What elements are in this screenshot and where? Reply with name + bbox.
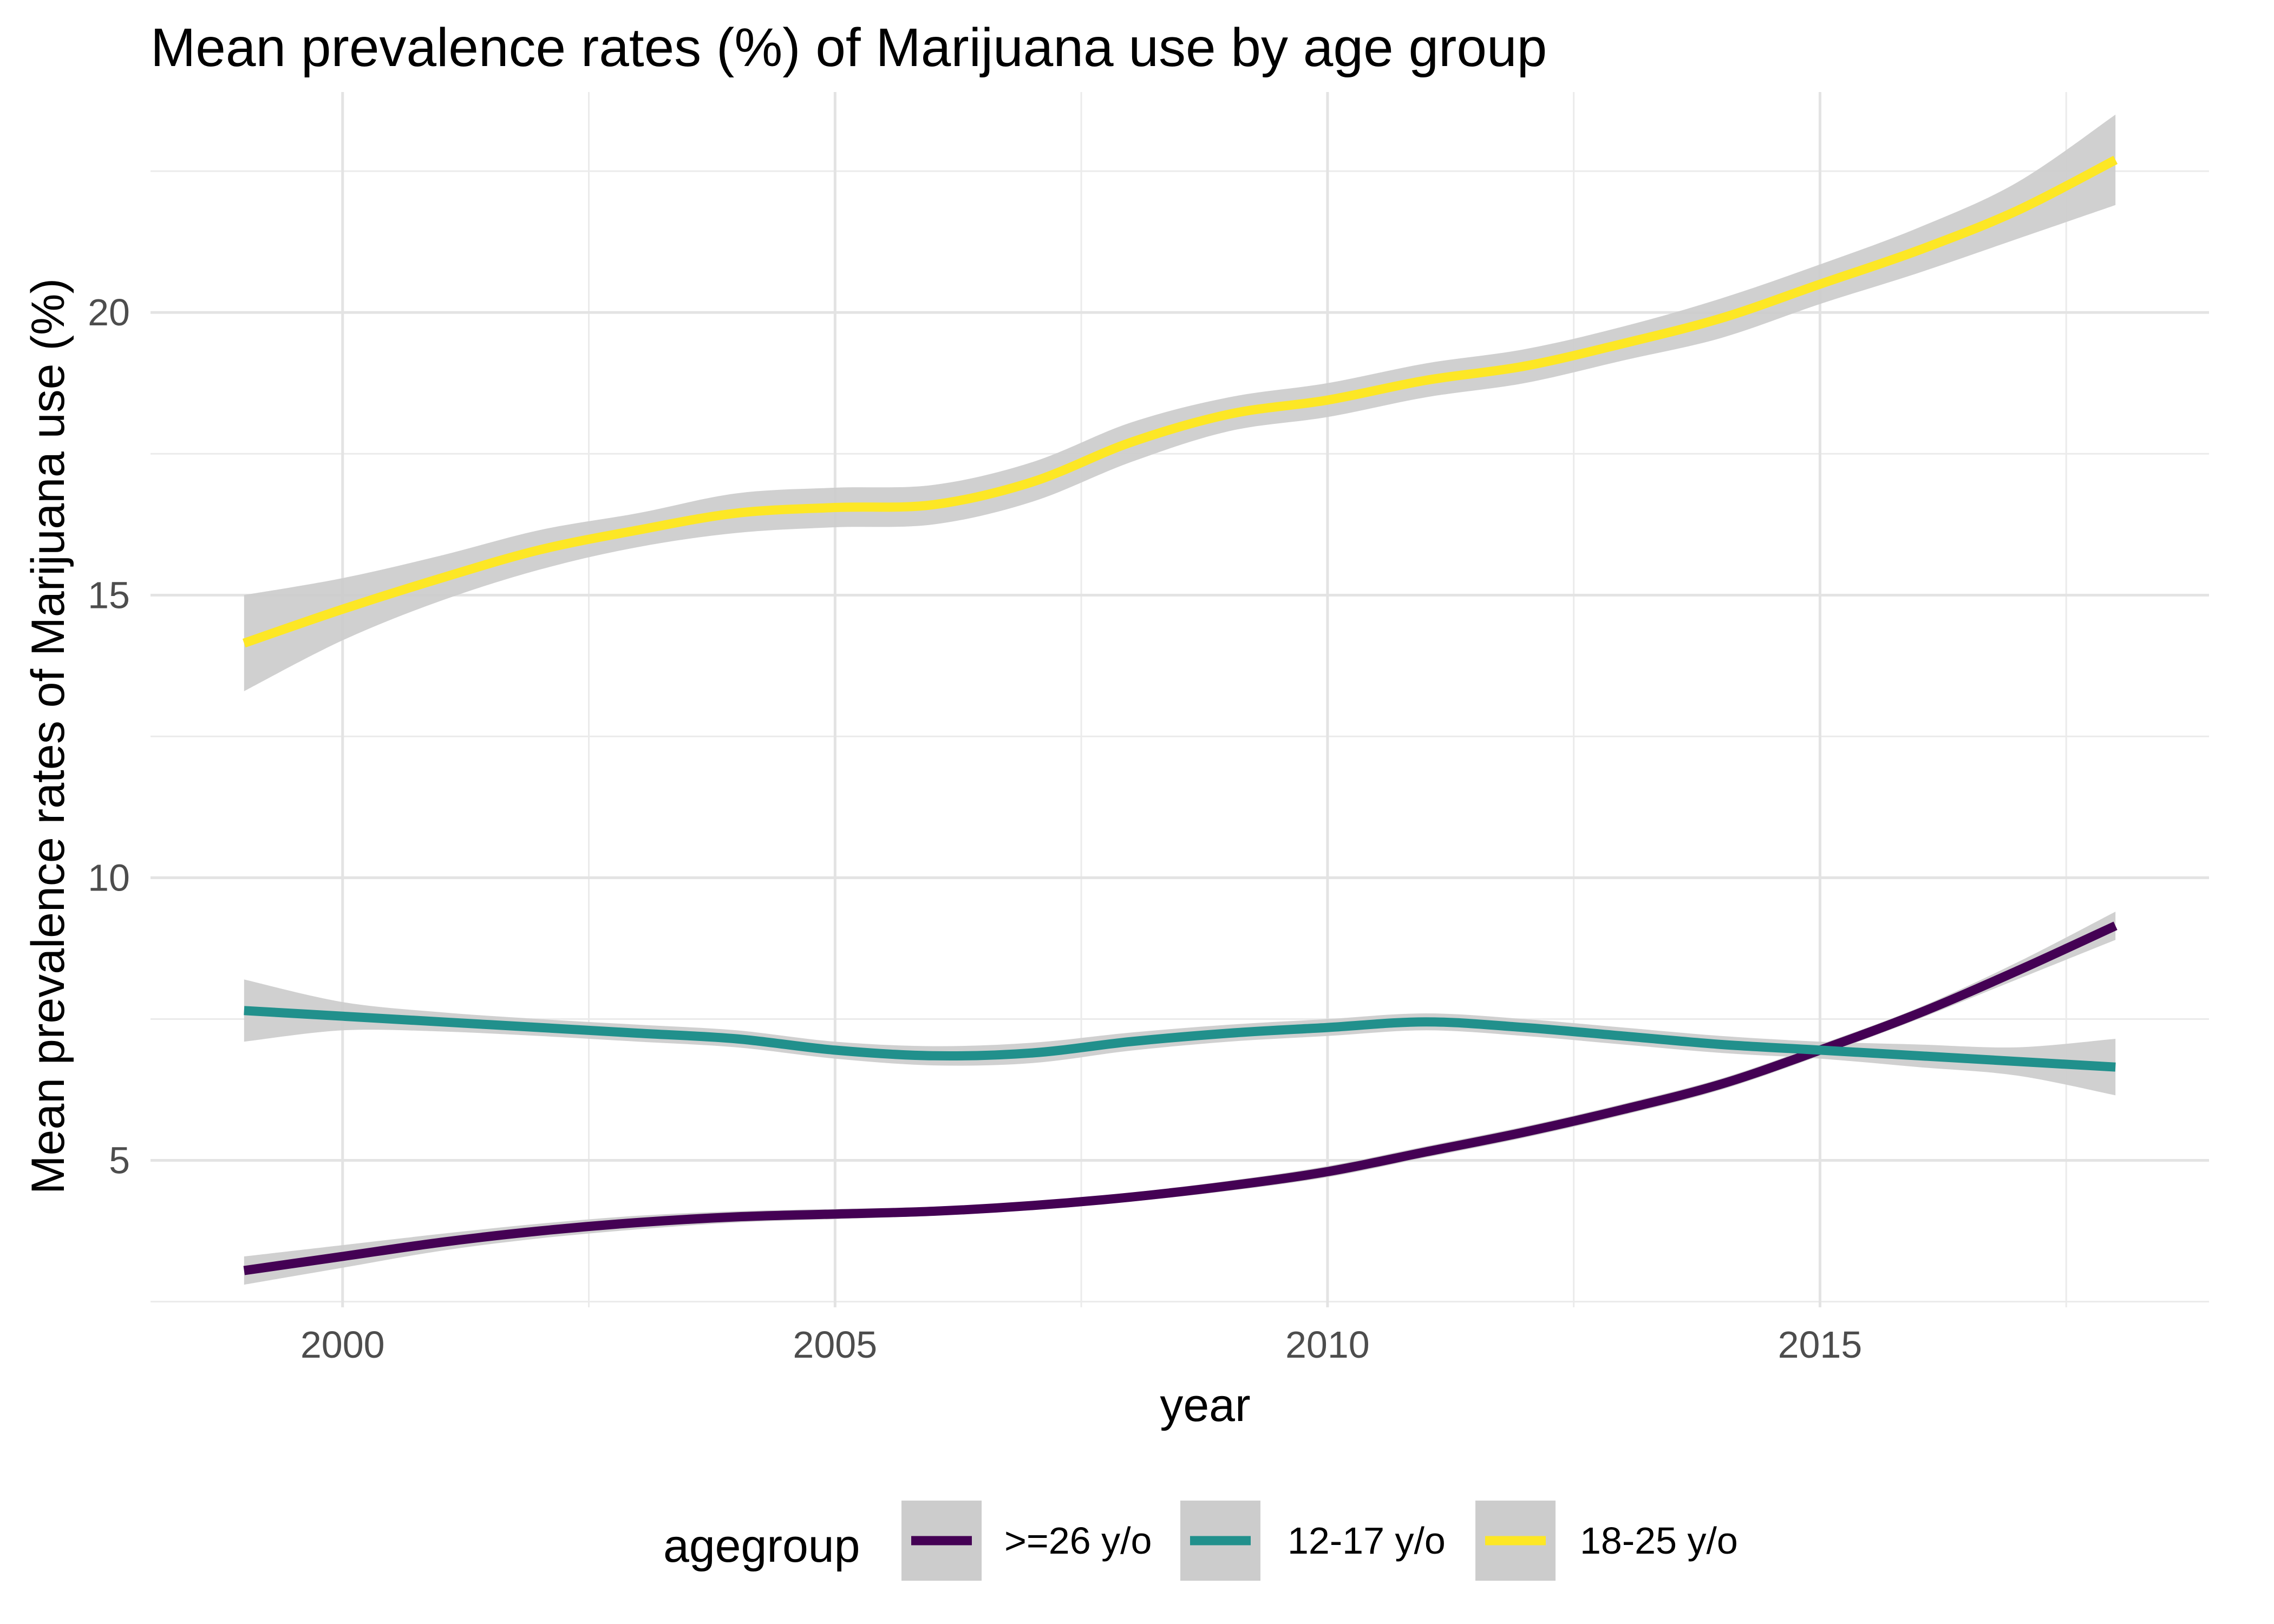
series-lines <box>243 155 2118 1275</box>
legend-label: 18-25 y/o <box>1580 1520 1738 1562</box>
y-tick-label: 10 <box>88 856 130 899</box>
legend-title: agegroup <box>663 1520 860 1572</box>
series-line-2 <box>243 155 2118 648</box>
legend-item: 18-25 y/o <box>1475 1501 1738 1581</box>
plot-area <box>151 92 2209 1307</box>
x-tick-label: 2005 <box>793 1324 877 1366</box>
confidence-bands <box>244 114 2116 1285</box>
legend-label: 12-17 y/o <box>1288 1520 1446 1562</box>
y-axis-title: Mean prevalence rates of Marijuana use (… <box>22 278 74 1194</box>
chart-title: Mean prevalence rates (%) of Marijuana u… <box>151 17 1547 78</box>
legend-items: >=26 y/o 12-17 y/o 18-25 y/o <box>901 1501 1738 1581</box>
x-tick-label: 2015 <box>1778 1324 1863 1366</box>
series-line-0 <box>243 921 2118 1275</box>
x-tick-label: 2000 <box>300 1324 385 1366</box>
legend-label: >=26 y/o <box>1004 1520 1152 1562</box>
x-tick-label: 2010 <box>1285 1324 1370 1366</box>
x-axis-ticks: 2000 2005 2010 2015 <box>300 1324 1862 1366</box>
y-tick-label: 5 <box>109 1140 130 1182</box>
confidence-band-2 <box>244 114 2116 691</box>
legend-item: 12-17 y/o <box>1180 1501 1446 1581</box>
y-tick-label: 20 <box>88 291 130 333</box>
y-axis-ticks: 5 10 15 20 <box>88 291 130 1181</box>
series-line-1 <box>244 1006 2116 1072</box>
legend-item: >=26 y/o <box>901 1501 1152 1581</box>
x-axis-title: year <box>1160 1379 1250 1431</box>
y-tick-label: 15 <box>88 574 130 616</box>
legend: agegroup >=26 y/o 12-17 y/o 18-25 y/o <box>663 1501 1738 1581</box>
